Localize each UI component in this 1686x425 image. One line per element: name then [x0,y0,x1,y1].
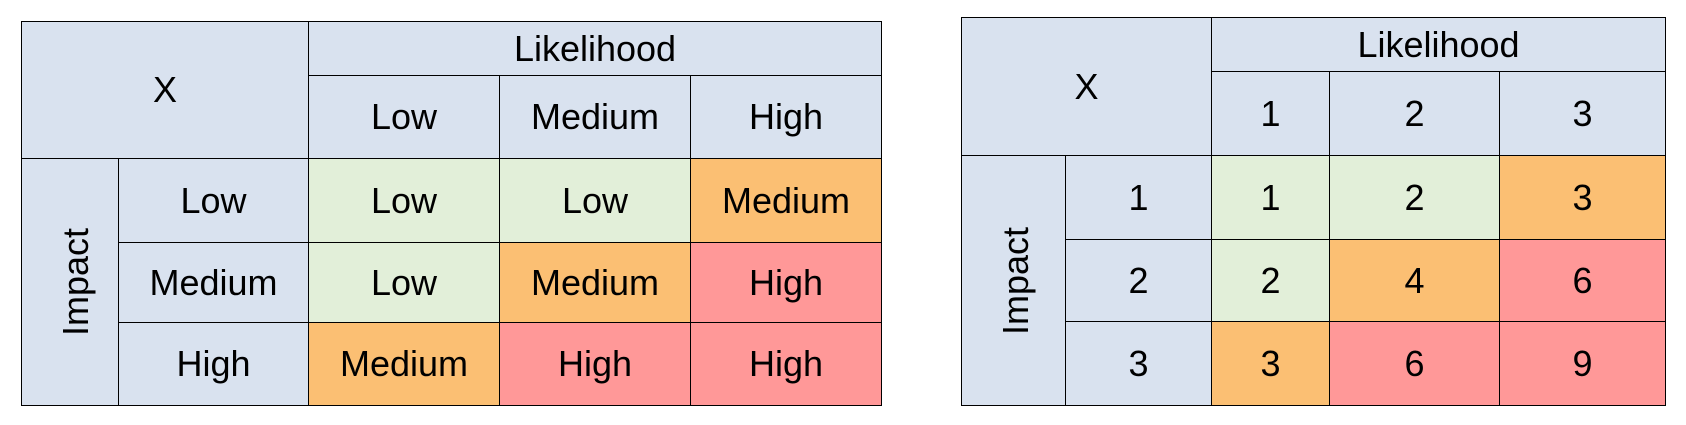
risk-cell: 2 [1329,155,1501,240]
risk-cell: Medium [690,158,883,243]
risk-cell: Medium [308,322,501,406]
risk-cell: 6 [1329,321,1501,406]
risk-cell: 3 [1211,321,1331,406]
likelihood-level: Low [308,75,501,159]
likelihood-header: Likelihood [308,21,883,76]
impact-level: 3 [1064,321,1213,406]
impact-level: Medium [117,242,310,323]
likelihood-header: Likelihood [1211,17,1667,72]
likelihood-level: 1 [1211,71,1331,156]
likelihood-level: 2 [1329,71,1501,156]
risk-cell: High [690,242,883,323]
impact-label: Impact [995,226,1037,335]
risk-cell: High [499,322,692,406]
risk-matrix-numeric: X Likelihood 1 2 3 Impact 1 1 2 3 2 2 4 … [960,17,1667,406]
corner-label: X [960,17,1213,156]
impact-label: Impact [55,227,97,337]
risk-cell: High [690,322,883,406]
risk-cell: 3 [1499,155,1667,240]
impact-level: High [117,322,310,406]
risk-cell: 1 [1211,155,1331,240]
risk-cell: 6 [1499,239,1667,322]
risk-cell: 4 [1329,239,1501,322]
impact-level: 2 [1064,239,1213,322]
risk-cell: Low [308,242,501,323]
corner-label: X [20,21,310,159]
impact-level: Low [117,158,310,243]
risk-cell: Low [499,158,692,243]
impact-header: Impact [961,155,1066,406]
likelihood-level: Medium [499,75,692,159]
risk-matrix-qualitative: X Likelihood Low Medium High Impact Low … [20,21,883,406]
impact-level: 1 [1064,155,1213,240]
risk-cell: Medium [499,242,692,323]
risk-cell: Low [308,158,501,243]
risk-cell: 9 [1499,321,1667,406]
impact-header: Impact [21,158,119,406]
likelihood-level: 3 [1499,71,1667,156]
likelihood-level: High [690,75,883,159]
risk-cell: 2 [1211,239,1331,322]
